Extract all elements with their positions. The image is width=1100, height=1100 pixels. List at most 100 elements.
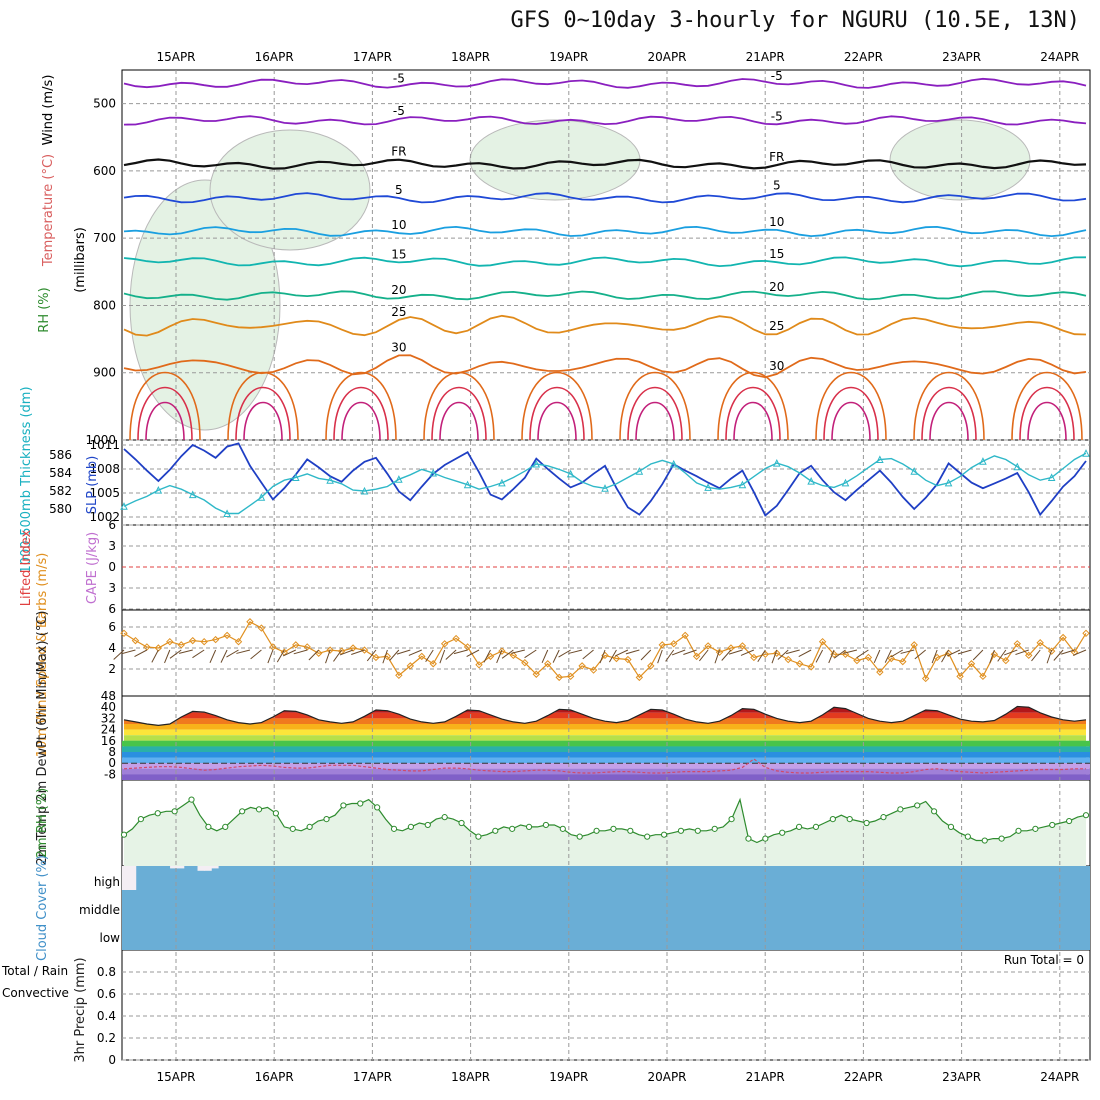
rh-point [711, 825, 718, 832]
upper-air-ylabel: Temperature (°C) [41, 154, 56, 267]
rh-point [323, 816, 330, 823]
wind-barb [828, 649, 835, 664]
rh-point [205, 823, 212, 831]
wind-barb [164, 649, 171, 664]
date-label-top: 16APR [255, 50, 294, 64]
wind-speed-point [670, 640, 678, 648]
wind-speed-point [223, 631, 231, 640]
isotherm-label: 20 [769, 280, 784, 294]
isotherm-label: 25 [391, 305, 406, 319]
slp-tick-label: 1005 [89, 486, 120, 500]
precip-total-label: Total / Rain [1, 964, 68, 978]
wind-speed-point [303, 643, 311, 651]
thickness-point [1082, 449, 1090, 457]
wind-speed-point [910, 641, 918, 649]
thickness-point [395, 475, 403, 483]
wind-barb [1061, 649, 1075, 655]
temp-tick-label: 24 [101, 723, 116, 737]
isotherm-loop [913, 371, 985, 440]
rh-point [576, 833, 583, 840]
rh-point [255, 806, 263, 813]
isotherm-loop [1011, 371, 1083, 440]
isotherm-line [123, 225, 1087, 238]
wind-barb [997, 649, 1007, 662]
cloud-gap [176, 866, 185, 869]
wind-speed-point [704, 642, 712, 650]
isotherm-label: 20 [391, 283, 406, 297]
wind-speed-point [876, 668, 884, 676]
rh-point [1066, 817, 1073, 825]
temp-band-low [122, 746, 1090, 752]
thickness-point [841, 478, 850, 487]
thickness-point [326, 476, 334, 484]
page-title: GFS 0~10day 3-hourly for NGURU (10.5E, 1… [510, 8, 1080, 33]
li-tick-label: 6 [108, 602, 116, 616]
date-label-top: 17APR [353, 50, 392, 64]
rh-point [306, 823, 313, 831]
isotherm-line [123, 192, 1087, 204]
wind-speed-point [131, 636, 140, 645]
wind-barb [947, 649, 961, 657]
wind-speed-point [681, 631, 689, 640]
wind-speed-point [257, 624, 266, 632]
isotherm-label: 10 [769, 215, 784, 229]
wind-speed-point [532, 670, 540, 678]
date-label-top: 24APR [1040, 50, 1079, 64]
isotherm-label: -5 [393, 71, 405, 85]
date-label-bottom: 24APR [1040, 1070, 1079, 1084]
wind-barb [250, 649, 262, 660]
isotherm-loop [439, 401, 479, 440]
wind-barb [524, 649, 537, 659]
precip-convective-label: Convective [2, 986, 69, 1000]
cloud-gap [197, 866, 205, 871]
wind-barb [1072, 649, 1087, 656]
isotherm-loop [921, 386, 977, 440]
cape-ylabel: CAPE (J/kg) [85, 532, 100, 604]
wind-barb [558, 649, 571, 658]
date-label-bottom: 21APR [746, 1070, 785, 1084]
wind-barb [325, 649, 331, 664]
date-label-top: 18APR [451, 50, 490, 64]
wind-barb [276, 649, 285, 663]
isotherm-loop [717, 371, 789, 440]
thickness-point [910, 467, 919, 475]
thickness-point [291, 473, 300, 481]
wind-barb [843, 649, 858, 654]
panel-precip [121, 949, 1091, 1061]
rh-point [728, 816, 735, 823]
rh-point [964, 833, 971, 840]
wind-barb [1046, 649, 1053, 664]
wind-speed-point [944, 649, 953, 657]
pressure-tick-label: 500 [93, 97, 116, 111]
wind-barb [615, 649, 629, 657]
temp-tick-label: 8 [108, 745, 116, 759]
thickness-point [635, 467, 644, 475]
upper-air-ylabel: (millibars) [73, 227, 88, 293]
wind-barb [640, 649, 652, 661]
wind-barb [226, 649, 239, 658]
temp-band [124, 706, 1086, 708]
wind-barb [815, 649, 824, 663]
cloud-ylabel: Cloud Cover (%) [35, 855, 50, 961]
thickness-ylabel: 1000-500mb Thickness (dm) [19, 386, 34, 573]
wind-barb [683, 649, 697, 655]
wind-barb [396, 649, 411, 655]
cloud-fill [122, 866, 1090, 950]
wind-speed-point [750, 653, 758, 662]
temp-tick-label: 40 [101, 700, 116, 714]
wind-speed-point [979, 672, 987, 681]
isotherm-loop [537, 401, 577, 440]
temp-line [123, 705, 1087, 727]
pressure-tick-label: 600 [93, 164, 116, 178]
wind-speed-point [807, 663, 815, 671]
temp-band [124, 724, 1086, 730]
rh-shading [889, 119, 1031, 201]
wind-speed-point [795, 660, 804, 668]
wind-speed-point [486, 652, 495, 661]
thickness-point [669, 459, 678, 468]
temp-tick-label: 0 [108, 756, 116, 770]
cloud-level-label: low [100, 931, 121, 945]
wind-speed-point [1002, 656, 1010, 665]
wind-speed-line [123, 620, 1087, 680]
isotherm-label: -5 [771, 109, 783, 123]
